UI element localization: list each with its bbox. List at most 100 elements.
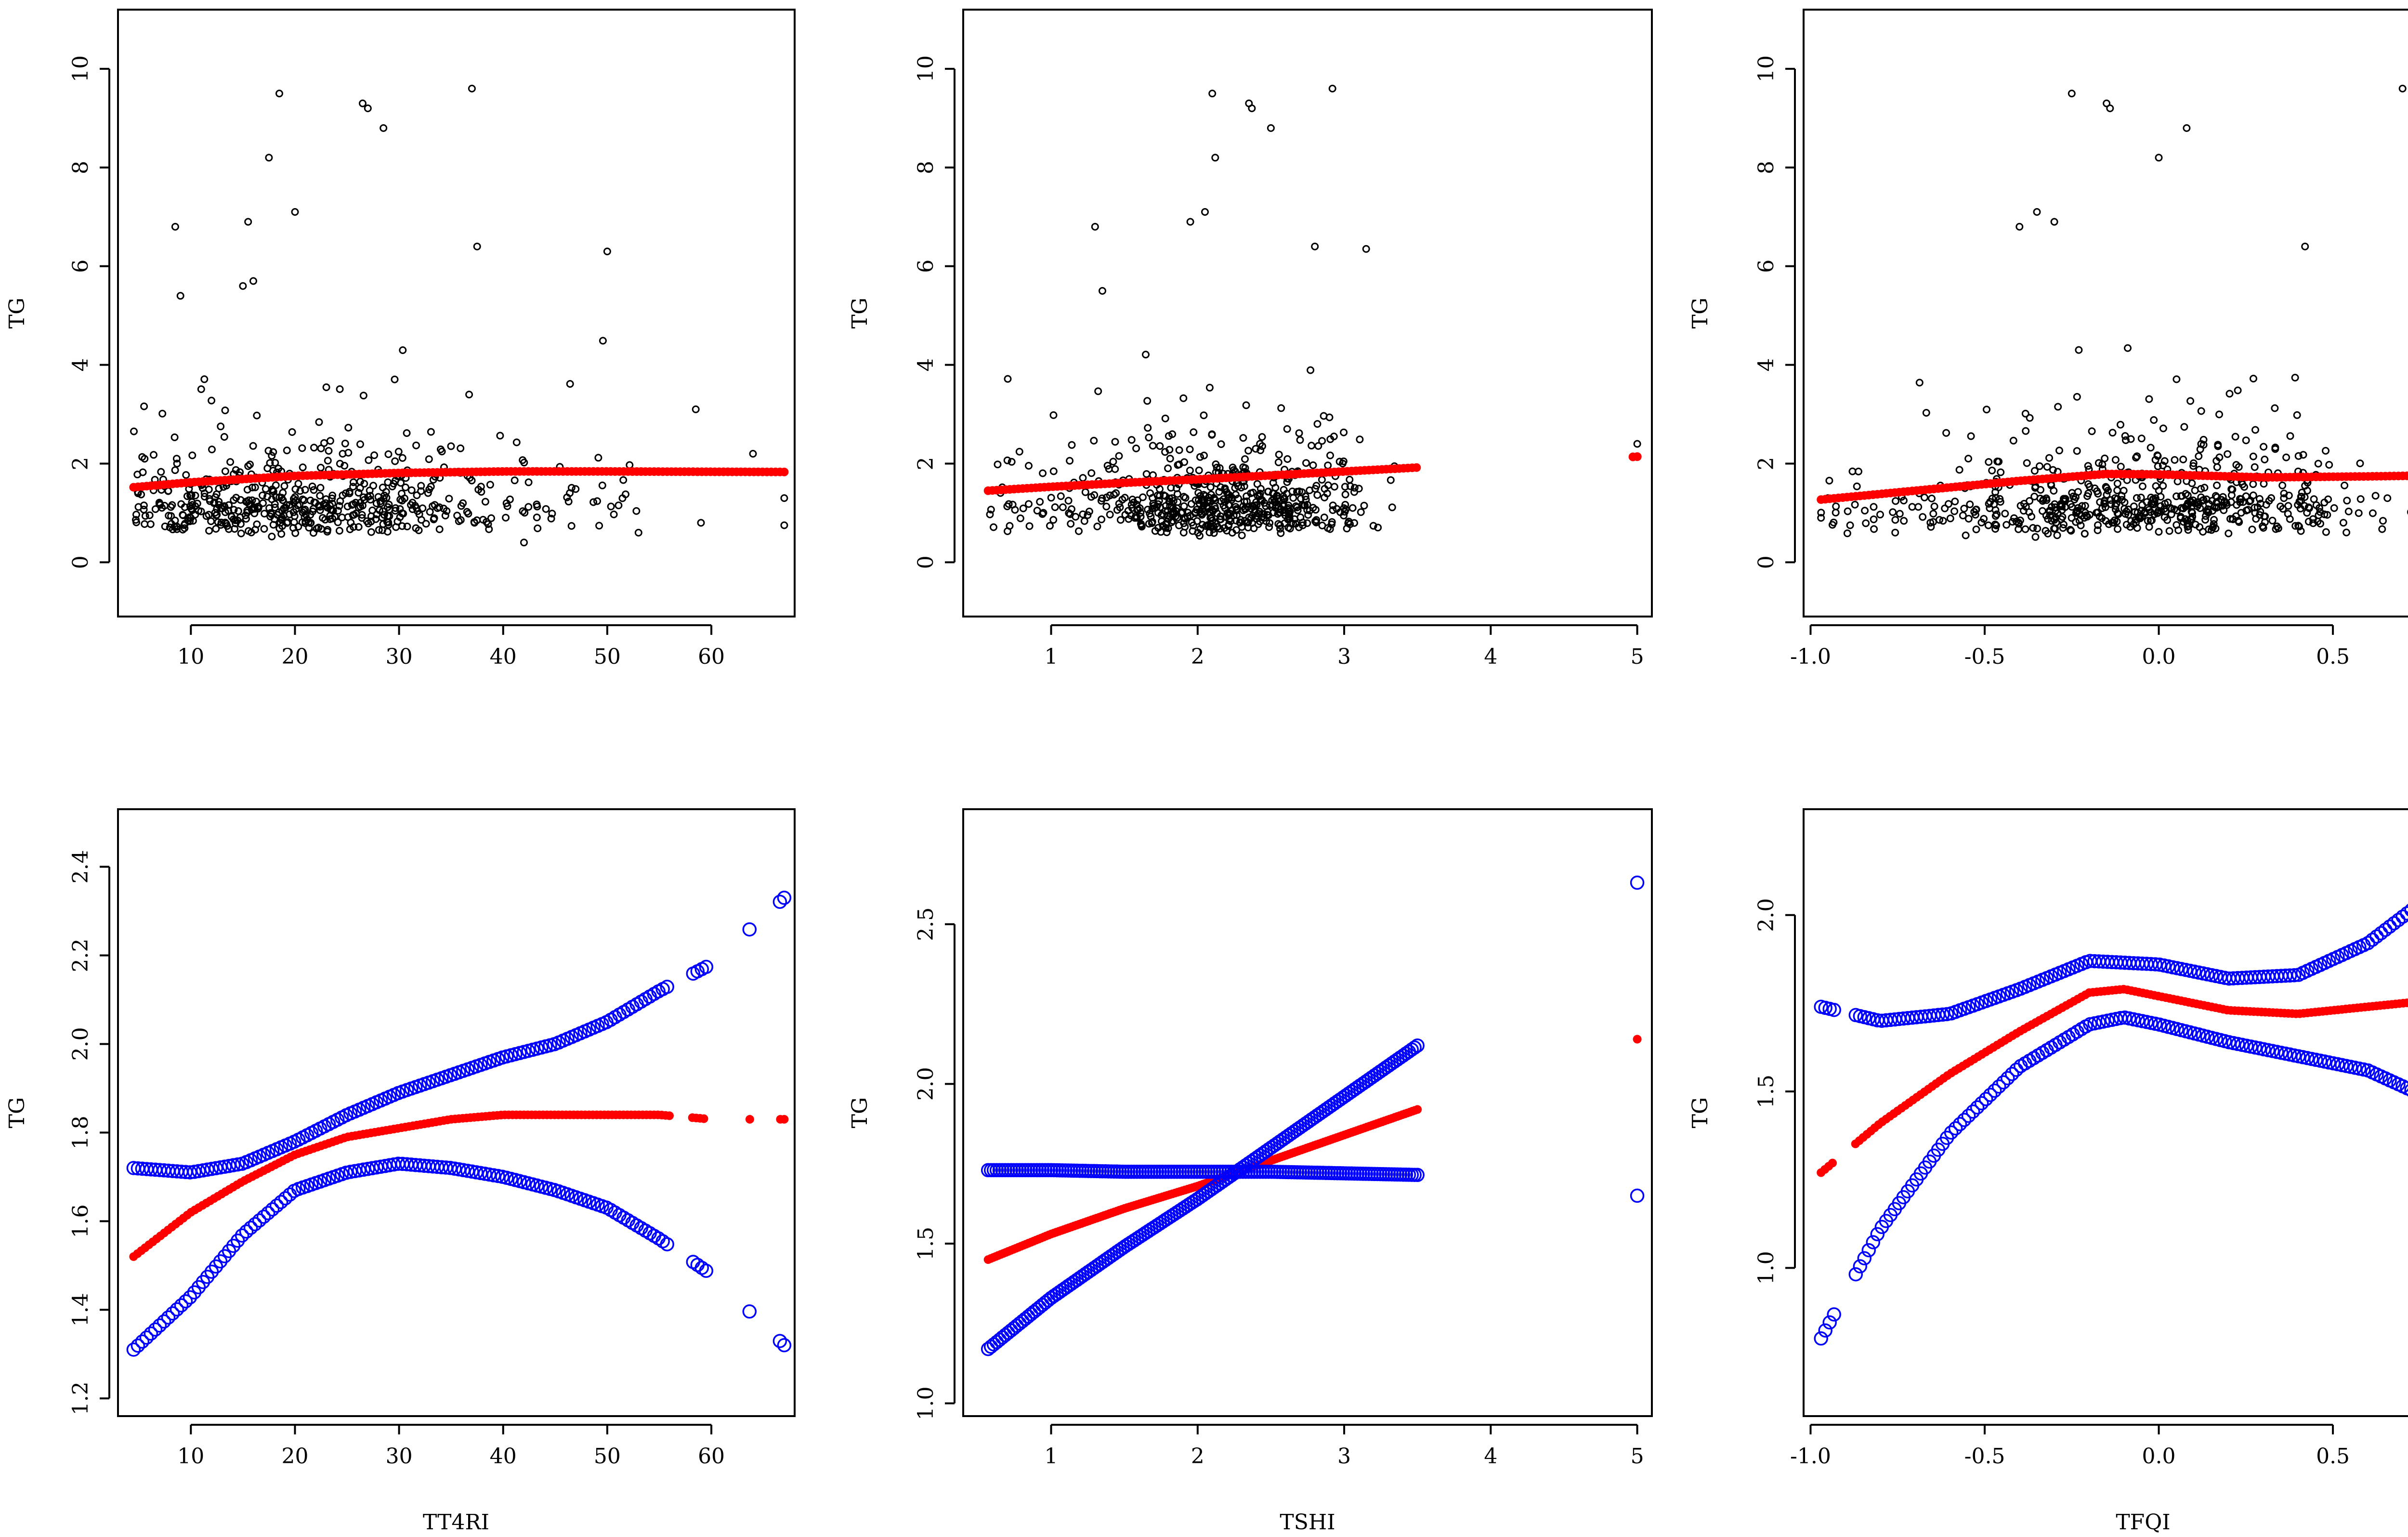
x-tick-label: 40 [490,644,517,669]
data-point [1926,519,1935,527]
ci-lower-point [265,1202,280,1217]
data-point [1283,425,1291,433]
data-point [2153,451,2161,460]
data-point [487,514,495,522]
data-point [195,507,203,515]
data-point [2398,84,2407,92]
data-point [1324,461,1332,470]
data-point [253,411,261,420]
data-point [2033,208,2041,216]
data-point [477,488,485,496]
data-point [1136,504,1144,512]
data-point [2081,509,2089,517]
data-point [1215,488,1223,496]
data-point [141,512,149,520]
data-point [271,459,279,467]
data-point [468,84,476,92]
ci-lower-point [1983,1088,1998,1102]
ci-lower-point [690,1258,705,1272]
data-point [1260,513,1268,522]
data-point [1966,500,1974,509]
data-point [610,511,618,518]
data-point [263,493,271,500]
data-point [1161,507,1169,515]
data-point [236,513,244,522]
data-point [2322,528,2330,536]
plot-area-top-middle: 1 2 3 4 5 0 2 4 6 8 10 [914,55,1644,669]
data-point [253,520,261,528]
data-point [1996,495,2004,503]
data-point [2055,447,2063,455]
data-point [1008,500,1017,509]
data-point [2245,498,2253,506]
data-point [1244,447,1253,455]
data-point [2101,503,2109,511]
data-point [349,483,357,491]
data-point [140,402,148,410]
ci-lower-point [1948,1121,1963,1136]
ci-lower-point [1818,1323,1832,1338]
data-point [2291,522,2300,530]
data-point [2249,480,2257,488]
ci-upper-point [2282,968,2297,983]
data-point [289,495,298,503]
data-point [2320,499,2329,507]
plot-frame-top-left [117,9,796,617]
data-point [1242,401,1250,409]
data-point [2184,499,2192,507]
data-point [1296,436,1304,444]
data-point [412,504,420,512]
data-point [268,452,276,460]
data-point [2145,523,2153,531]
ci-lower-point [178,1294,193,1309]
data-point [524,478,533,486]
data-point [780,521,788,529]
data-point [1148,504,1156,512]
data-point [503,502,511,510]
data-point [2036,462,2043,470]
data-point [396,513,404,521]
panel-top-right: TG [1688,9,2408,617]
data-point [2068,514,2076,522]
ci-lower-point [152,1318,167,1333]
data-point [398,497,406,505]
data-point [187,514,195,522]
data-point [1006,522,1014,530]
data-point [1283,478,1291,486]
data-point [1102,502,1111,511]
data-point [1085,507,1093,515]
data-point [2088,427,2096,435]
data-point [1870,525,1878,533]
data-point [1228,529,1236,537]
data-point [2225,529,2233,538]
x-tick-label: -1.0 [1790,644,1831,669]
data-point [1157,511,1165,519]
data-point [2160,457,2169,465]
data-point [1165,498,1173,506]
data-point [1064,497,1073,505]
ci-lower-point [660,1237,674,1251]
data-point [2172,521,2181,529]
data-point [496,432,504,440]
data-point [1832,509,1840,517]
data-point [1338,460,1347,468]
x-tick-label: 30 [386,644,413,669]
data-point [1137,512,1145,521]
ci-lower-point [243,1221,258,1235]
data-point [1025,522,1034,530]
ci-lower-point [694,1261,709,1275]
data-point [1221,484,1229,492]
x-tick-label: 1 [1045,1444,1058,1469]
data-point [2188,509,2196,517]
data-point [1279,495,1287,503]
data-point [1921,493,1928,501]
data-point [1168,509,1177,517]
data-point [1019,504,1027,512]
data-point [394,447,403,456]
data-point [1896,510,1904,518]
data-point [1174,461,1182,469]
data-point [1328,518,1336,526]
y-tick-label: 0 [68,555,93,569]
data-point [1295,523,1303,531]
data-point [2197,407,2205,415]
